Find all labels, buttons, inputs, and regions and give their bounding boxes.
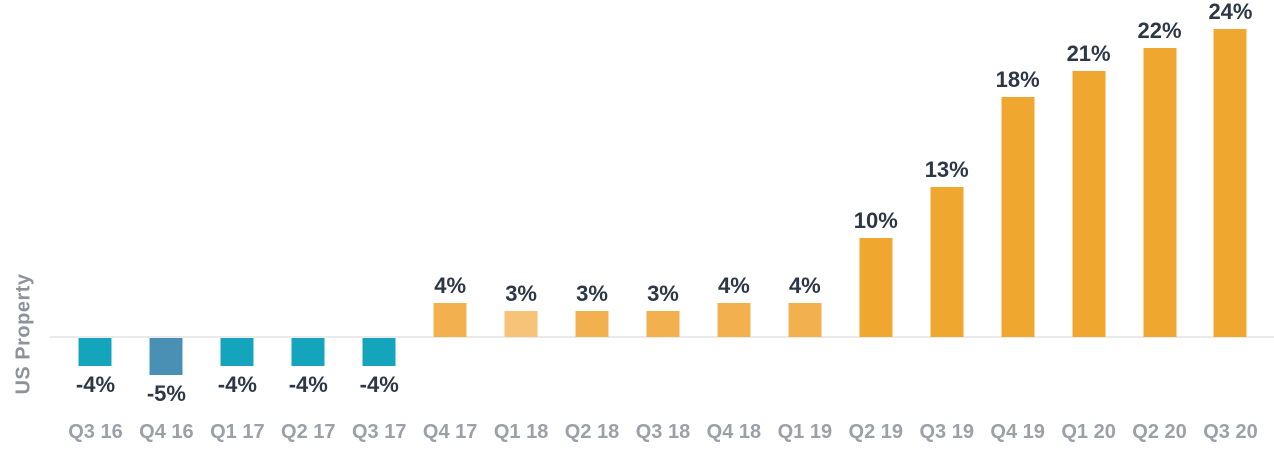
bar	[646, 311, 680, 337]
bar-value-label: 10%	[853, 208, 898, 233]
bar-group: 3% Q2 18	[557, 0, 628, 458]
bar	[1143, 48, 1177, 337]
x-axis-tick-label: Q1 18	[493, 421, 549, 443]
y-axis-title: US Property	[12, 273, 35, 395]
bar-group: 4% Q4 18	[698, 0, 769, 458]
x-axis-tick-label: Q3 20	[1203, 421, 1258, 443]
x-axis-tick-label: Q3 16	[68, 421, 123, 443]
zero-baseline	[50, 336, 1274, 338]
bar-group: -4% Q3 17	[344, 0, 415, 458]
bar	[149, 338, 183, 375]
x-axis-tick-label: Q2 20	[1132, 421, 1187, 443]
bars-container: -4% Q3 16 -5% Q4 16 -4% Q1 17 -4% Q2 17 …	[60, 0, 1266, 458]
bar	[930, 187, 964, 337]
bar	[433, 303, 467, 337]
x-axis-tick-label: Q4 18	[706, 421, 762, 443]
bar	[1001, 97, 1035, 337]
bar	[220, 338, 254, 366]
bar-group: 4% Q4 17	[415, 0, 486, 458]
bar	[575, 311, 609, 337]
bar-group: -4% Q2 17	[273, 0, 344, 458]
bar-group: -4% Q1 17	[202, 0, 273, 458]
x-axis-tick-label: Q3 17	[351, 421, 407, 443]
x-axis-tick-label: Q1 20	[1061, 421, 1116, 443]
bar-value-label: 21%	[1066, 41, 1111, 66]
x-axis-tick-label: Q3 19	[919, 421, 974, 443]
bar-value-label: 3%	[505, 281, 537, 306]
bar-value-label: -4%	[359, 372, 399, 397]
bar	[362, 338, 396, 366]
bar-group: 21% Q1 20	[1053, 0, 1124, 458]
bar-value-label: 13%	[924, 157, 969, 182]
bar	[859, 238, 893, 337]
bar-group: 13% Q3 19	[911, 0, 982, 458]
bar-group: 3% Q1 18	[486, 0, 557, 458]
x-axis-tick-label: Q4 17	[422, 421, 478, 443]
bar	[1072, 71, 1106, 337]
bar-value-label: 4%	[718, 273, 750, 298]
bar-value-label: 24%	[1208, 0, 1253, 24]
bar-group: 22% Q2 20	[1124, 0, 1195, 458]
x-axis-tick-label: Q2 17	[281, 421, 336, 443]
x-axis-tick-label: Q4 16	[139, 421, 194, 443]
bar	[1213, 29, 1247, 337]
bar-value-label: 3%	[647, 281, 679, 306]
bar-group: -4% Q3 16	[60, 0, 131, 458]
x-axis-tick-label: Q3 18	[635, 421, 691, 443]
bar-group: 10% Q2 19	[840, 0, 911, 458]
bar-value-label: 4%	[788, 273, 821, 298]
bar-group: 18% Q4 19	[982, 0, 1053, 458]
x-axis-tick-label: Q2 19	[848, 421, 904, 443]
bar-group: 3% Q3 18	[628, 0, 699, 458]
bar	[788, 303, 822, 337]
bar-value-label: -4%	[217, 372, 257, 397]
bar-group: -5% Q4 16	[131, 0, 202, 458]
bar	[291, 338, 325, 366]
x-axis-tick-label: Q2 18	[564, 421, 620, 443]
x-axis-tick-label: Q1 19	[777, 421, 833, 443]
bar-value-label: -5%	[146, 381, 186, 406]
bar	[717, 303, 751, 337]
bar-value-label: -4%	[288, 372, 328, 397]
x-axis-tick-label: Q4 19	[990, 421, 1045, 443]
bar-value-label: 22%	[1137, 18, 1182, 43]
bar-value-label: 18%	[995, 67, 1040, 92]
x-axis-tick-label: Q1 17	[210, 421, 265, 443]
bar-value-label: 3%	[576, 281, 608, 306]
bar	[504, 311, 538, 337]
bar-group: 24% Q3 20	[1195, 0, 1266, 458]
bar	[78, 338, 112, 366]
bar-group: 4% Q1 19	[769, 0, 840, 458]
bar-value-label: 4%	[434, 273, 467, 298]
bar-value-label: -4%	[75, 372, 116, 397]
